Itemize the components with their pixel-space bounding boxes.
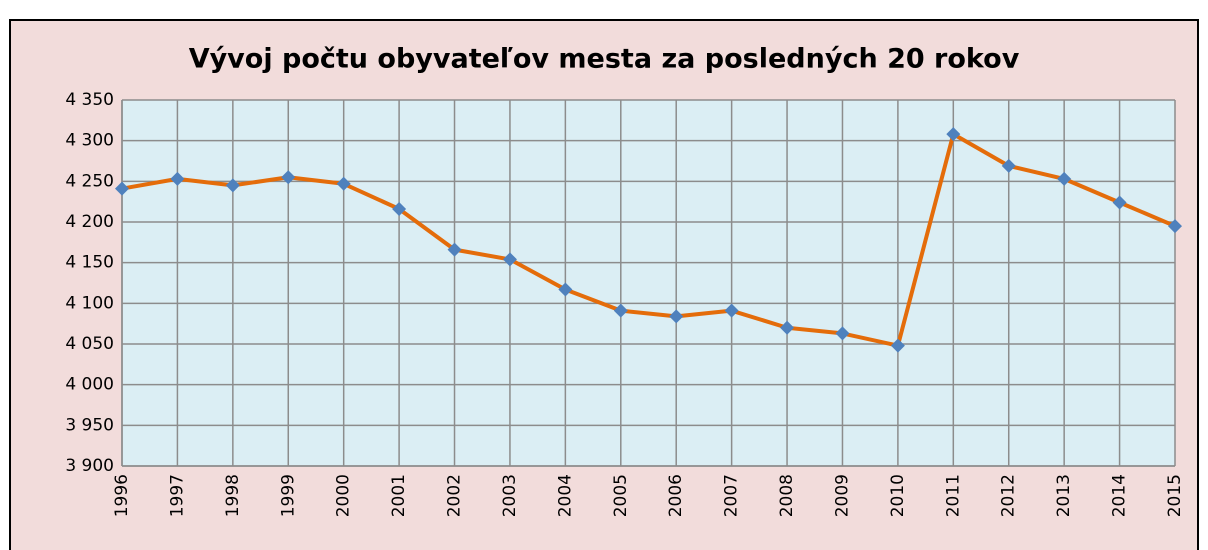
marker: [1001, 158, 1016, 173]
x-tick-label: 2012: [999, 474, 1019, 517]
marker: [336, 176, 351, 191]
x-tick-label: 2014: [1110, 474, 1130, 517]
y-tick-label: 4 050: [65, 334, 114, 354]
marker: [1112, 195, 1127, 210]
marker: [724, 303, 739, 318]
chart-title: Vývoj počtu obyvateľov mesta za posledný…: [189, 44, 1020, 75]
y-tick-label: 3 950: [65, 415, 114, 435]
marker: [946, 127, 961, 142]
y-tick-label: 4 200: [65, 212, 114, 232]
y-tick-label: 4 250: [65, 171, 114, 191]
y-tick-label: 4 000: [65, 375, 114, 395]
marker: [392, 201, 407, 216]
marker: [1057, 171, 1072, 186]
y-tick-label: 4 300: [65, 131, 114, 151]
x-tick-label: 2007: [722, 474, 742, 517]
y-tick-label: 4 150: [65, 253, 114, 273]
marker: [835, 326, 850, 341]
x-tick-label: 2011: [943, 474, 963, 517]
x-tick-label: 2003: [500, 474, 520, 517]
marker: [225, 178, 240, 193]
marker: [447, 242, 462, 257]
marker: [613, 303, 628, 318]
x-tick-label: 2006: [666, 474, 686, 517]
x-tick-label: 2000: [334, 474, 354, 517]
x-tick-label: 2005: [611, 474, 631, 517]
marker: [115, 181, 129, 196]
plot-area: [122, 100, 1175, 466]
marker: [669, 309, 684, 324]
marker: [281, 170, 296, 185]
y-tick-label: 4 100: [65, 293, 114, 313]
x-tick-label: 2009: [832, 474, 852, 517]
marker: [502, 252, 517, 267]
x-tick-label: 1997: [167, 474, 187, 517]
x-tick-label: 2004: [555, 474, 575, 517]
marker: [170, 171, 185, 186]
x-tick-label: 2013: [1054, 474, 1074, 517]
marker: [558, 282, 573, 297]
x-tick-label: 2015: [1165, 474, 1185, 517]
x-tick-label: 2010: [888, 474, 908, 517]
x-tick-label: 2001: [389, 474, 409, 517]
x-tick-label: 1996: [112, 474, 132, 517]
marker: [780, 320, 795, 335]
line: [121, 132, 1176, 348]
x-tick-label: 2002: [445, 474, 465, 517]
marker: [890, 338, 905, 353]
x-tick-label: 2008: [777, 474, 797, 517]
y-tick-label: 4 350: [65, 90, 114, 110]
marker: [1168, 219, 1182, 234]
x-tick-label: 1999: [278, 474, 298, 517]
x-tick-label: 1998: [223, 474, 243, 517]
y-tick-label: 3 900: [65, 456, 114, 476]
